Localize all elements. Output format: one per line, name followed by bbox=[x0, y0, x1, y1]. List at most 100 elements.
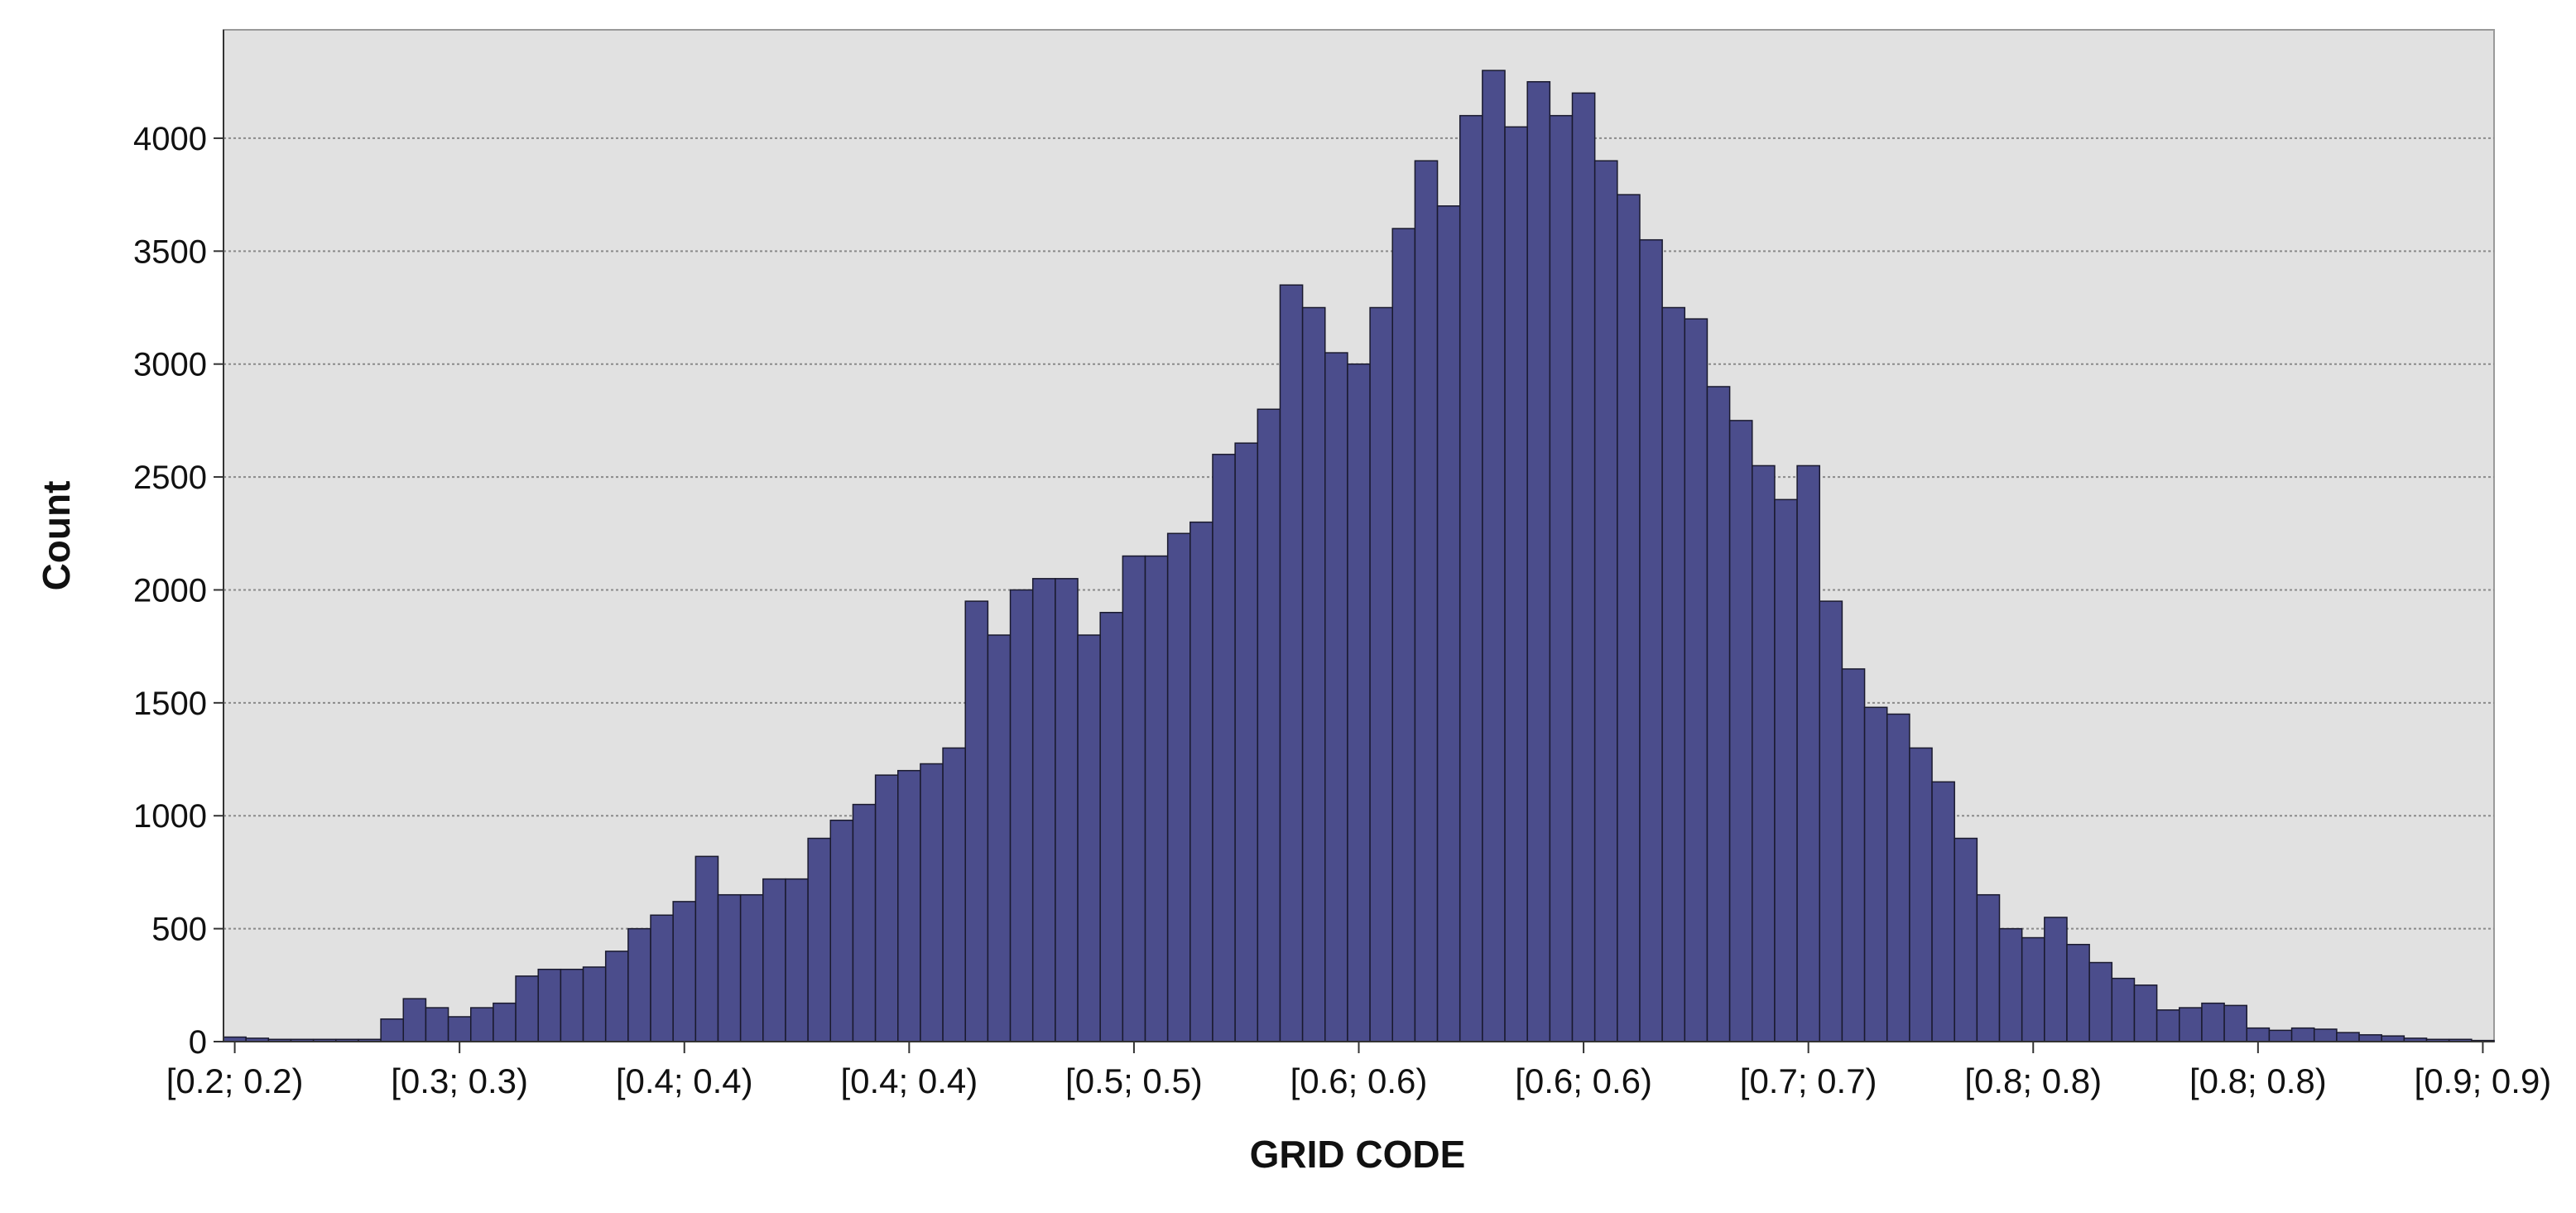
bar bbox=[2358, 1034, 2382, 1042]
x-tick-label: [0.4; 0.4) bbox=[616, 1061, 753, 1100]
bar bbox=[2313, 1028, 2338, 1042]
bar bbox=[1301, 306, 1326, 1042]
bar bbox=[2044, 917, 2068, 1042]
bar bbox=[1257, 408, 1281, 1042]
bar bbox=[672, 901, 697, 1042]
bar bbox=[537, 968, 562, 1042]
bar bbox=[469, 1007, 494, 1042]
y-tick-label: 0 bbox=[189, 1024, 207, 1061]
bar bbox=[739, 893, 764, 1042]
bar bbox=[604, 951, 629, 1042]
bar bbox=[717, 893, 742, 1042]
bar bbox=[1998, 927, 2023, 1042]
bar bbox=[1684, 318, 1709, 1042]
bar bbox=[1031, 578, 1056, 1042]
bar bbox=[2336, 1032, 2360, 1042]
bar bbox=[964, 600, 989, 1042]
bar bbox=[1055, 578, 1079, 1042]
bar bbox=[515, 975, 539, 1042]
bar bbox=[2268, 1029, 2293, 1042]
x-tick-label: [0.2; 0.2) bbox=[166, 1061, 304, 1100]
bar bbox=[2088, 961, 2113, 1042]
bar bbox=[1347, 363, 1371, 1042]
bar bbox=[402, 998, 427, 1042]
bar bbox=[942, 747, 966, 1042]
x-tick-label: [0.7; 0.7) bbox=[1740, 1061, 1877, 1100]
bar bbox=[1593, 160, 1618, 1042]
bar bbox=[1706, 386, 1731, 1042]
bar bbox=[1166, 532, 1191, 1042]
bar bbox=[2246, 1027, 2271, 1042]
bar bbox=[1212, 454, 1236, 1042]
x-tick-label: [0.6; 0.6) bbox=[1515, 1061, 1652, 1100]
bar bbox=[2155, 1009, 2180, 1042]
y-tick-label: 3000 bbox=[133, 347, 207, 383]
x-tick-label: [0.8; 0.8) bbox=[1964, 1061, 2102, 1100]
bar bbox=[1549, 114, 1574, 1042]
bar bbox=[874, 774, 899, 1042]
bar bbox=[1482, 70, 1506, 1042]
bar bbox=[1909, 747, 1933, 1042]
bar bbox=[2201, 1002, 2225, 1042]
bar bbox=[852, 803, 877, 1042]
y-axis-title: Count bbox=[35, 481, 78, 591]
bar bbox=[987, 634, 1012, 1042]
bar bbox=[829, 819, 854, 1042]
bar bbox=[1954, 837, 1978, 1042]
bar bbox=[2223, 1004, 2248, 1042]
bar bbox=[582, 966, 607, 1042]
bar bbox=[1526, 80, 1551, 1042]
bar bbox=[1886, 713, 1910, 1042]
bar bbox=[920, 763, 944, 1042]
y-tick-label: 1500 bbox=[133, 686, 207, 722]
bar bbox=[1144, 555, 1169, 1042]
bar bbox=[1774, 498, 1798, 1042]
bar bbox=[1369, 306, 1393, 1042]
x-tick-label: [0.8; 0.8) bbox=[2189, 1061, 2327, 1100]
bar bbox=[2179, 1007, 2203, 1042]
x-tick-label: [0.6; 0.6) bbox=[1290, 1061, 1428, 1100]
bar bbox=[762, 878, 786, 1042]
bar bbox=[1099, 611, 1124, 1042]
y-tick-label: 2500 bbox=[133, 460, 207, 496]
bar bbox=[1796, 465, 1820, 1042]
bar bbox=[1189, 521, 1214, 1042]
bar bbox=[1414, 160, 1439, 1042]
bar bbox=[1976, 893, 2001, 1042]
bar bbox=[560, 968, 584, 1042]
bar bbox=[785, 878, 809, 1042]
bar bbox=[2111, 977, 2136, 1042]
bar bbox=[1617, 194, 1641, 1042]
bar bbox=[807, 837, 832, 1042]
bar bbox=[425, 1007, 449, 1042]
bar bbox=[1077, 634, 1101, 1042]
bar bbox=[1234, 442, 1259, 1042]
bar bbox=[493, 1002, 517, 1042]
y-tick-label: 500 bbox=[151, 912, 207, 948]
x-tick-label: [0.4; 0.4) bbox=[840, 1061, 978, 1100]
bar bbox=[2381, 1035, 2405, 1042]
bar bbox=[1009, 589, 1034, 1042]
bar bbox=[1931, 781, 1955, 1042]
bar bbox=[1436, 205, 1461, 1042]
x-tick-label: [0.9; 0.9) bbox=[2415, 1061, 2552, 1100]
bar bbox=[1324, 352, 1348, 1042]
bar bbox=[650, 914, 674, 1042]
bar bbox=[1504, 126, 1528, 1042]
bar bbox=[1841, 668, 1866, 1042]
bar bbox=[1752, 465, 1776, 1042]
bar bbox=[380, 1018, 405, 1042]
bar bbox=[694, 855, 719, 1042]
y-tick-label: 3500 bbox=[133, 233, 207, 270]
bar bbox=[1279, 284, 1304, 1042]
bar bbox=[1661, 306, 1686, 1042]
bar bbox=[897, 769, 921, 1042]
bar bbox=[2290, 1027, 2315, 1042]
y-tick-label: 1000 bbox=[133, 798, 207, 835]
bar bbox=[2133, 984, 2158, 1042]
bar bbox=[627, 927, 651, 1042]
bar bbox=[1571, 92, 1596, 1042]
bar bbox=[1728, 420, 1753, 1042]
